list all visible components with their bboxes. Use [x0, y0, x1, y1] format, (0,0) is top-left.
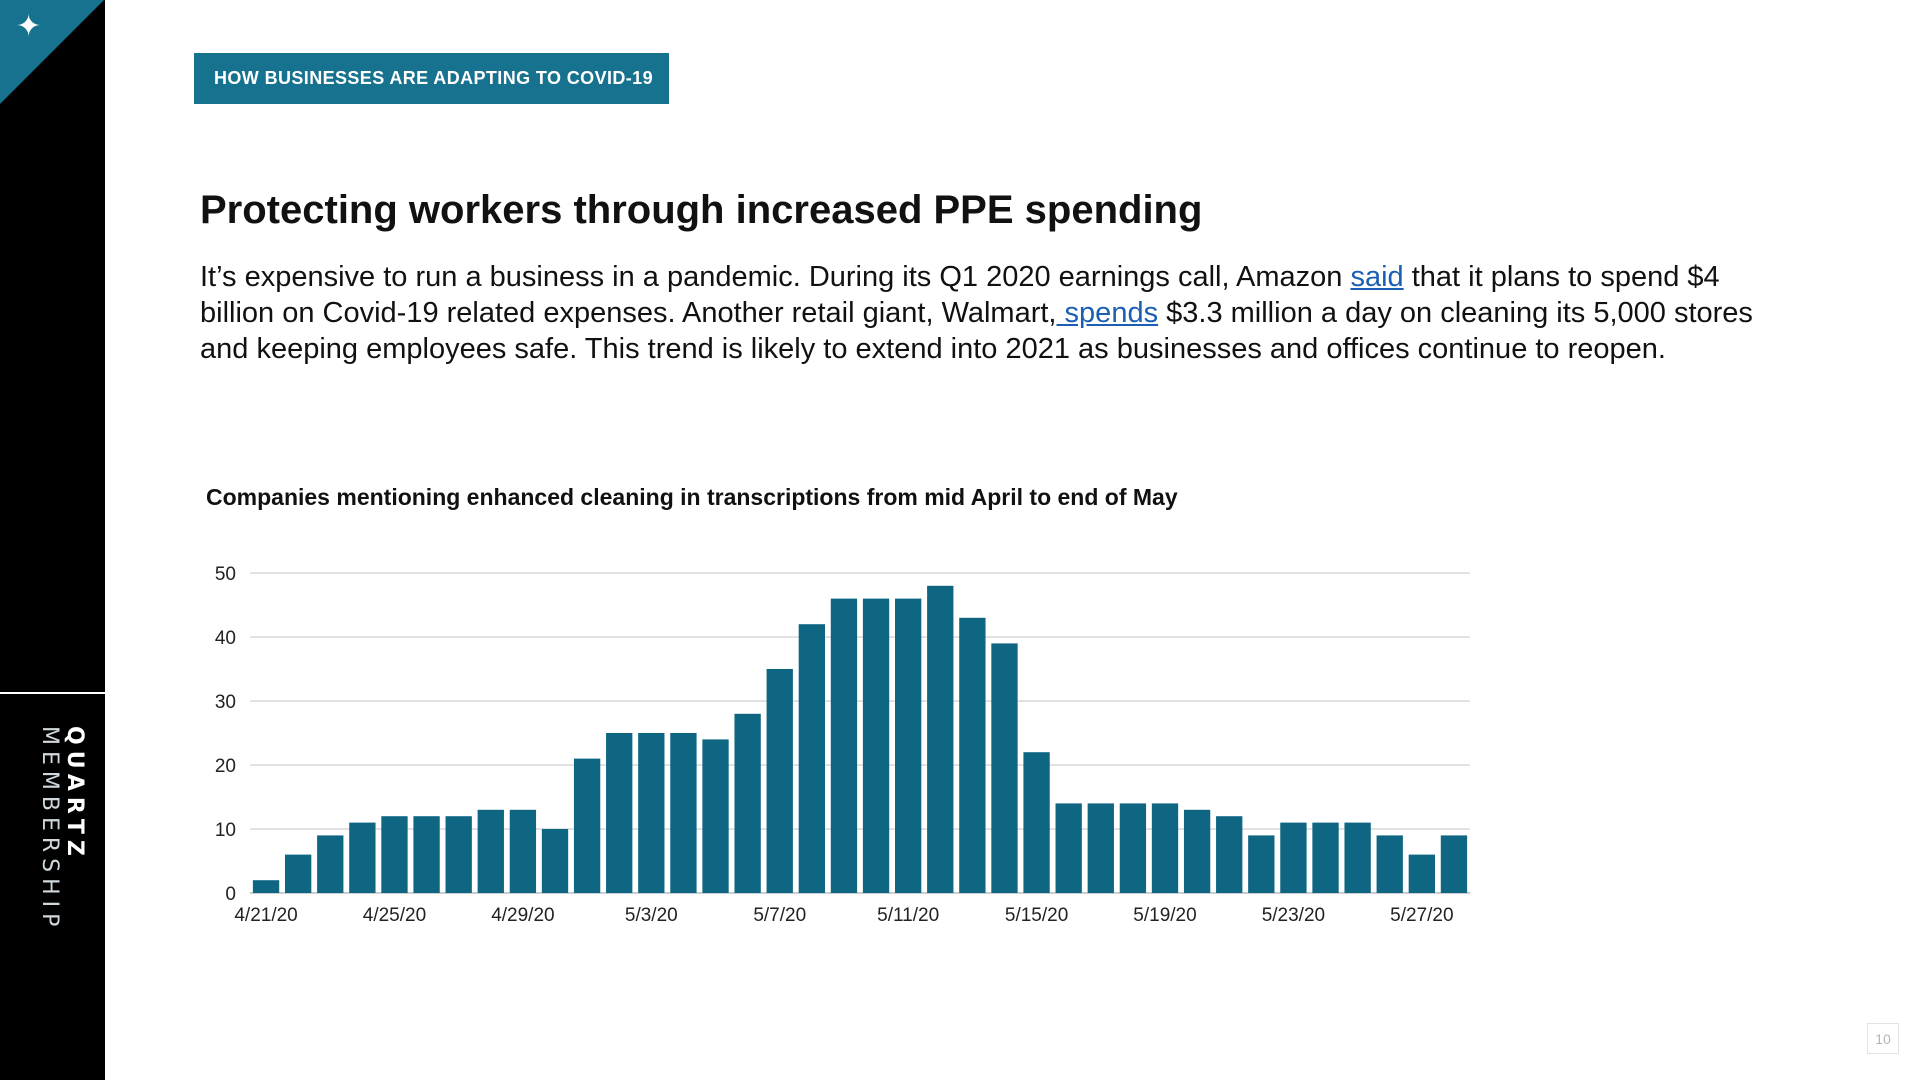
page-number: 10	[1867, 1023, 1899, 1054]
paragraph-text-2: that it plans to spend $4 billion on Cov…	[200, 261, 1720, 329]
bar	[1408, 854, 1436, 893]
bar	[317, 835, 344, 893]
y-tick-label: 50	[215, 564, 236, 585]
bar	[1344, 822, 1371, 893]
bar	[927, 585, 954, 893]
bar	[284, 854, 312, 893]
x-tick-label: 5/11/20	[877, 905, 939, 926]
bar	[830, 598, 858, 893]
bar	[991, 643, 1018, 893]
bar	[1440, 835, 1468, 893]
bar	[1376, 835, 1403, 893]
bar	[541, 829, 569, 893]
bar	[1216, 816, 1243, 893]
paragraph-text-3: $3.3 million a day on cleaning its 5,000…	[200, 297, 1753, 365]
x-tick-label: 5/23/20	[1262, 905, 1325, 926]
y-tick-label: 30	[215, 692, 236, 713]
chart-title: Companies mentioning enhanced cleaning i…	[206, 484, 1178, 510]
x-tick-label: 5/3/20	[625, 905, 678, 926]
bar	[670, 733, 697, 893]
sparkle-icon: ✦	[16, 9, 42, 44]
corner-badge	[0, 0, 104, 104]
paragraph-text-1: It’s expensive to run a business in a pa…	[200, 261, 1351, 293]
bar	[1119, 803, 1147, 893]
bar	[862, 598, 890, 893]
bar	[1087, 803, 1114, 893]
x-tick-label: 5/19/20	[1133, 905, 1196, 926]
sidebar: ✦ QUARTZ MEMBERSHIP	[0, 0, 105, 1080]
x-tick-label: 5/27/20	[1390, 905, 1453, 926]
bar	[798, 624, 826, 893]
bar	[252, 880, 280, 893]
spends-link[interactable]: spends	[1056, 297, 1159, 329]
x-tick-label: 4/25/20	[363, 905, 426, 926]
bar	[702, 739, 729, 893]
sidebar-divider	[0, 692, 105, 694]
brand-name: QUARTZ	[62, 726, 87, 862]
bar	[1183, 809, 1211, 893]
bar	[573, 758, 601, 893]
x-tick-label: 4/21/20	[234, 905, 297, 926]
y-tick-label: 20	[215, 756, 236, 777]
bar	[1023, 752, 1050, 893]
y-tick-label: 0	[225, 884, 236, 905]
section-tag: HOW BUSINESSES ARE ADAPTING TO COVID-19	[194, 53, 669, 104]
bar	[509, 809, 537, 893]
page-title: Protecting workers through increased PPE…	[200, 188, 1203, 232]
bar	[1248, 835, 1275, 893]
bar	[766, 669, 793, 893]
x-tick-label: 4/29/20	[491, 905, 554, 926]
bar	[606, 733, 633, 893]
x-tick-label: 5/15/20	[1005, 905, 1068, 926]
bar	[445, 816, 472, 893]
brand-subtitle: MEMBERSHIP	[37, 726, 62, 933]
bar	[381, 816, 408, 893]
bar	[413, 816, 440, 893]
bar	[477, 809, 504, 893]
body-paragraph: It’s expensive to run a business in a pa…	[200, 259, 1760, 367]
brand-logo: QUARTZ MEMBERSHIP	[37, 726, 87, 1080]
said-link[interactable]: said	[1350, 261, 1404, 293]
bar	[1312, 822, 1339, 893]
bar	[894, 598, 922, 893]
y-tick-label: 40	[215, 628, 236, 649]
bar	[349, 822, 376, 893]
bar	[1280, 822, 1307, 893]
x-tick-label: 5/7/20	[753, 905, 806, 926]
y-tick-label: 10	[215, 820, 236, 841]
bar	[734, 713, 761, 893]
bar-chart: 0 10 20 30 40 50 4/21/20 4/25/20 4/29/20 5/3/20 5/…	[215, 564, 1470, 926]
bar	[1055, 803, 1082, 893]
bar	[959, 617, 986, 893]
bar	[638, 733, 665, 893]
bar	[1151, 803, 1179, 893]
